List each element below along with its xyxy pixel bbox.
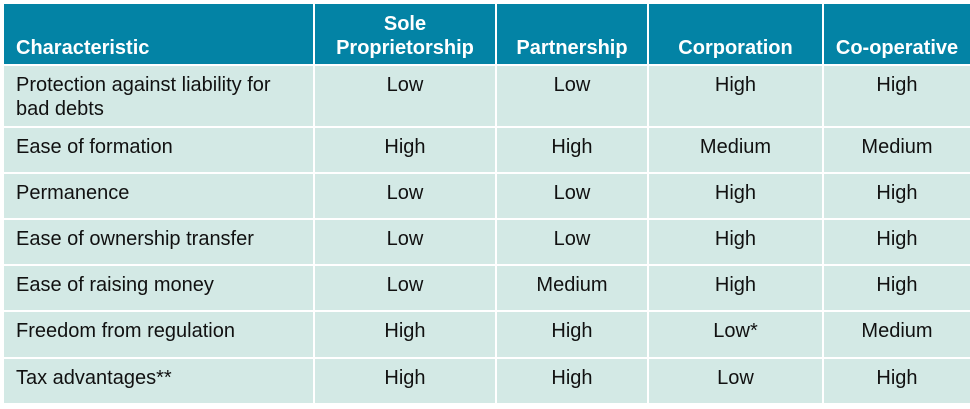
corporation-cell: Low*	[649, 310, 824, 357]
header-label: Sole Proprietorship	[315, 12, 495, 64]
header-row: Characteristic Sole Proprietorship Partn…	[4, 4, 970, 64]
header-label: Corporation	[649, 36, 822, 64]
sole-proprietorship-cell: Low	[315, 172, 497, 218]
table-row: Protection against liability for bad deb…	[4, 64, 970, 126]
table-row: Freedom from regulation High High Low* M…	[4, 310, 970, 357]
sole-proprietorship-cell: High	[315, 126, 497, 172]
table-row: Ease of formation High High Medium Mediu…	[4, 126, 970, 172]
table-row: Tax advantages** High High Low High	[4, 357, 970, 403]
corporation-cell: High	[649, 64, 824, 126]
partnership-cell: High	[497, 357, 649, 403]
header-partnership: Partnership	[497, 4, 649, 64]
header-characteristic: Characteristic	[4, 4, 315, 64]
sole-proprietorship-cell: Low	[315, 218, 497, 264]
partnership-cell: Low	[497, 64, 649, 126]
header-label: Characteristic	[4, 36, 313, 64]
table-body: Protection against liability for bad deb…	[4, 64, 970, 403]
table-row: Permanence Low Low High High	[4, 172, 970, 218]
sole-proprietorship-cell: Low	[315, 64, 497, 126]
co-operative-cell: Medium	[824, 126, 970, 172]
corporation-cell: High	[649, 218, 824, 264]
partnership-cell: Low	[497, 172, 649, 218]
sole-proprietorship-cell: High	[315, 357, 497, 403]
co-operative-cell: High	[824, 172, 970, 218]
partnership-cell: Medium	[497, 264, 649, 310]
partnership-cell: Low	[497, 218, 649, 264]
table-row: Ease of raising money Low Medium High Hi…	[4, 264, 970, 310]
corporation-cell: Medium	[649, 126, 824, 172]
header-co-operative: Co-operative	[824, 4, 970, 64]
row-characteristic-cell: Tax advantages**	[4, 357, 315, 403]
co-operative-cell: High	[824, 357, 970, 403]
row-characteristic-cell: Ease of ownership transfer	[4, 218, 315, 264]
header-label: Co-operative	[824, 36, 970, 64]
row-characteristic-cell: Ease of raising money	[4, 264, 315, 310]
row-characteristic-cell: Protection against liability for bad deb…	[4, 64, 315, 126]
co-operative-cell: High	[824, 64, 970, 126]
partnership-cell: High	[497, 126, 649, 172]
co-operative-cell: High	[824, 264, 970, 310]
corporation-cell: High	[649, 264, 824, 310]
table-header: Characteristic Sole Proprietorship Partn…	[4, 4, 970, 64]
row-characteristic-cell: Permanence	[4, 172, 315, 218]
co-operative-cell: High	[824, 218, 970, 264]
header-sole-proprietorship: Sole Proprietorship	[315, 4, 497, 64]
sole-proprietorship-cell: Low	[315, 264, 497, 310]
business-forms-comparison-table: Characteristic Sole Proprietorship Partn…	[4, 4, 970, 403]
sole-proprietorship-cell: High	[315, 310, 497, 357]
corporation-cell: High	[649, 172, 824, 218]
co-operative-cell: Medium	[824, 310, 970, 357]
header-corporation: Corporation	[649, 4, 824, 64]
partnership-cell: High	[497, 310, 649, 357]
row-characteristic-cell: Freedom from regulation	[4, 310, 315, 357]
comparison-table-container: Characteristic Sole Proprietorship Partn…	[4, 4, 970, 403]
header-label: Partnership	[497, 36, 647, 64]
corporation-cell: Low	[649, 357, 824, 403]
row-characteristic-cell: Ease of formation	[4, 126, 315, 172]
table-row: Ease of ownership transfer Low Low High …	[4, 218, 970, 264]
